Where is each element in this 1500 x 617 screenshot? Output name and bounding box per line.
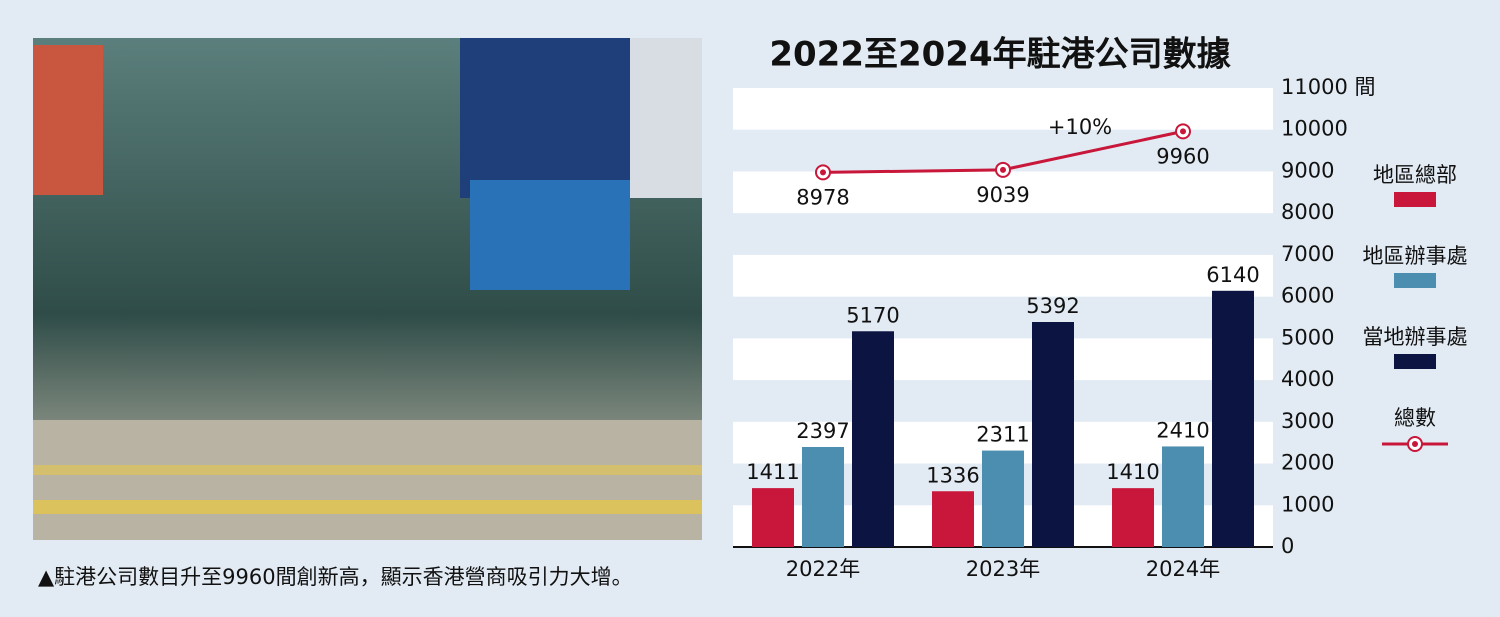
- legend-swatch: [1394, 192, 1436, 207]
- y-tick-label: 10000: [1281, 117, 1348, 141]
- y-tick-label: 4000: [1281, 367, 1334, 391]
- bar-value-label: 2410: [1156, 418, 1209, 442]
- bar-value-label: 5170: [846, 303, 899, 327]
- y-tick-label: 2000: [1281, 451, 1334, 475]
- line-value-label: 9039: [976, 183, 1029, 207]
- y-tick-label: 0: [1281, 534, 1294, 558]
- legend-label: 當地辦事處: [1363, 325, 1468, 349]
- grid-band: [733, 338, 1273, 381]
- y-tick-label: 1000: [1281, 492, 1334, 516]
- bar: [802, 446, 844, 547]
- legend-label: 總數: [1394, 406, 1436, 430]
- legend-swatch: [1394, 354, 1436, 369]
- line-point-dot: [1180, 128, 1186, 135]
- legend-label: 地區總部: [1373, 163, 1457, 187]
- line-point-dot: [820, 169, 826, 176]
- photo: [33, 38, 702, 540]
- bar-value-label: 1410: [1106, 460, 1159, 484]
- x-tick-label: 2023年: [966, 557, 1040, 581]
- bar-value-label: 1411: [746, 460, 799, 484]
- bar: [932, 491, 974, 547]
- bar: [1212, 290, 1254, 547]
- y-tick-label: 11000 間: [1281, 75, 1375, 99]
- bar-value-label: 1336: [926, 463, 979, 487]
- legend-swatch: [1394, 273, 1436, 288]
- y-tick-label: 8000: [1281, 200, 1334, 224]
- annotation: +10%: [1048, 115, 1112, 139]
- grid-band: [733, 254, 1273, 297]
- bar: [982, 450, 1024, 547]
- bar-value-label: 2397: [796, 419, 849, 443]
- caption: ▲駐港公司數目升至9960間創新高，顯示香港營商吸引力大增。: [38, 565, 633, 589]
- bar-value-label: 6140: [1206, 263, 1259, 287]
- bar: [852, 331, 894, 547]
- chart-title: 2022至2024年駐港公司數據: [769, 35, 1231, 75]
- x-tick-label: 2022年: [786, 557, 860, 581]
- bar: [1032, 322, 1074, 547]
- y-tick-label: 5000: [1281, 325, 1334, 349]
- y-tick-label: 3000: [1281, 409, 1334, 433]
- y-tick-label: 9000: [1281, 158, 1334, 182]
- line-value-label: 9960: [1156, 144, 1209, 168]
- line-value-label: 8978: [796, 185, 849, 209]
- bar: [752, 488, 794, 547]
- bar-value-label: 2311: [976, 423, 1029, 447]
- bar: [1112, 488, 1154, 547]
- grid-band: [733, 88, 1273, 130]
- y-tick-label: 6000: [1281, 284, 1334, 308]
- line-point-dot: [1000, 166, 1006, 173]
- x-tick-label: 2024年: [1146, 557, 1220, 581]
- bar-value-label: 5392: [1026, 294, 1079, 318]
- y-tick-label: 7000: [1281, 242, 1334, 266]
- legend-swatch-dot: [1412, 441, 1418, 447]
- legend-label: 地區辦事處: [1363, 244, 1468, 268]
- bar: [1162, 446, 1204, 547]
